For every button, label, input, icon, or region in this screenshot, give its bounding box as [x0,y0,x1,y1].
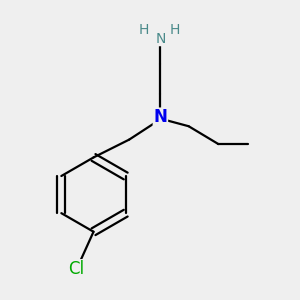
Text: Cl: Cl [68,260,84,278]
Text: H: H [170,22,181,37]
Text: H: H [139,22,149,37]
Text: N: N [155,32,166,46]
Text: N: N [154,108,167,126]
